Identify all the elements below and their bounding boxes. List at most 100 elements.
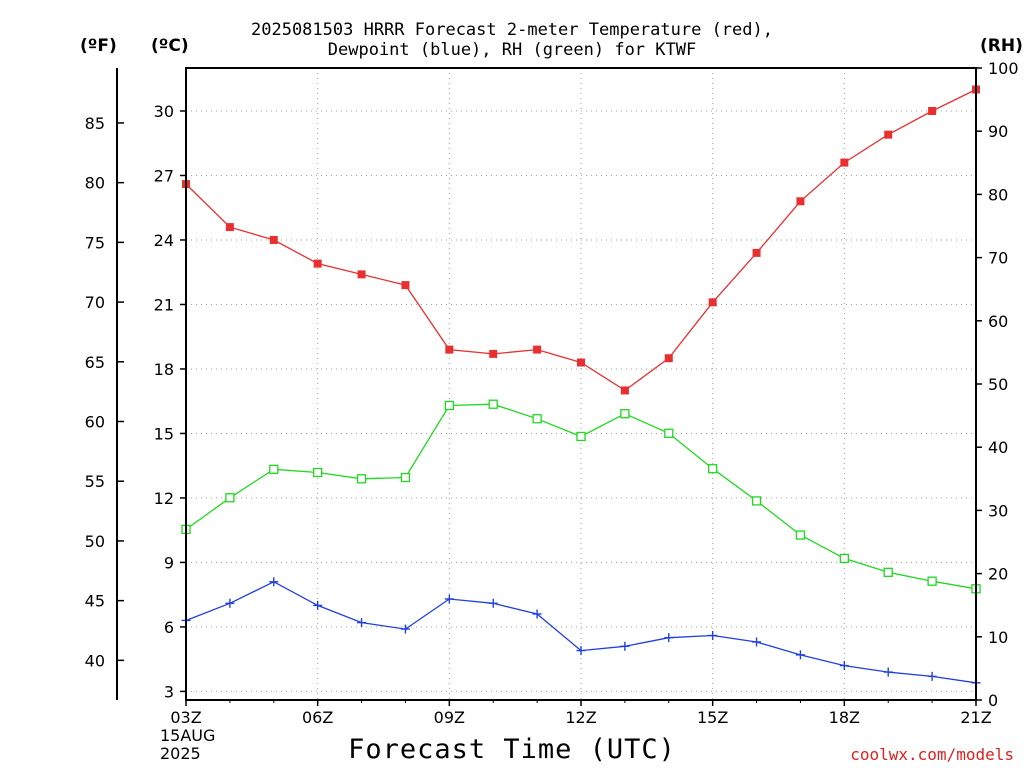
celsius-tick-label: 21 <box>154 295 174 314</box>
rh-point <box>839 553 849 564</box>
dewpoint-point <box>664 633 674 643</box>
rh-point <box>883 567 893 577</box>
dewpoint-point <box>883 667 893 677</box>
temperature-point <box>752 248 761 257</box>
rh-point <box>400 472 411 483</box>
temperature-point <box>928 106 937 115</box>
fahrenheit-tick-label: 60 <box>85 412 105 431</box>
temperature-point <box>796 197 805 206</box>
celsius-tick-label: 3 <box>164 682 174 701</box>
celsius-unit-label: (ºC) <box>151 36 189 56</box>
dewpoint-point <box>444 594 454 604</box>
dewpoint-point <box>313 600 323 610</box>
rh-tick-label: 60 <box>988 312 1008 331</box>
dewpoint-point <box>488 598 498 608</box>
rh-point <box>532 414 542 424</box>
dewpoint-point <box>269 577 279 587</box>
rh-tick-label: 80 <box>988 185 1008 204</box>
x-tick-label: 06Z <box>302 708 333 727</box>
dewpoint-point <box>752 637 762 647</box>
rh-point <box>751 496 762 506</box>
dewpoint-point <box>795 650 805 660</box>
fahrenheit-tick-label: 55 <box>85 472 105 491</box>
fahrenheit-tick-label: 45 <box>85 592 105 611</box>
x-tick-label: 18Z <box>829 708 860 727</box>
temperature-point <box>225 223 234 232</box>
dewpoint-point <box>225 598 235 608</box>
rh-point <box>664 428 674 438</box>
rh-point <box>795 530 806 540</box>
celsius-tick-label: 6 <box>164 618 174 637</box>
rh-tick-label: 50 <box>988 375 1008 394</box>
fahrenheit-tick-label: 70 <box>85 293 105 312</box>
temperature-point <box>884 130 893 139</box>
temperature-point <box>357 270 366 279</box>
temperature-point <box>533 345 542 354</box>
celsius-tick-label: 27 <box>154 166 174 185</box>
dewpoint-line <box>185 581 977 684</box>
celsius-tick-label: 12 <box>154 489 174 508</box>
rh-tick-label: 10 <box>988 628 1008 647</box>
celsius-tick-label: 30 <box>154 102 174 121</box>
rh-tick-label: 20 <box>988 565 1008 584</box>
rh-tick-label: 70 <box>988 249 1008 268</box>
temperature-point <box>620 386 629 395</box>
temperature-point <box>664 354 673 363</box>
chart-title-line-2: Dewpoint (blue), RH (green) for KTWF <box>327 40 697 60</box>
temperature-point <box>840 158 849 167</box>
fahrenheit-tick-label: 65 <box>85 353 105 372</box>
x-tick-label: 15Z <box>697 708 728 727</box>
grid-lines <box>185 68 977 700</box>
date-year-label: 2025 <box>160 744 201 763</box>
date-day-label: 15AUG <box>160 726 216 745</box>
temperature-point <box>577 358 585 367</box>
dewpoint-point <box>927 671 937 681</box>
fahrenheit-tick-label: 40 <box>85 651 105 670</box>
dewpoint-point <box>708 631 718 641</box>
rh-tick-label: 100 <box>988 59 1019 78</box>
rh-point <box>927 576 937 586</box>
celsius-tick-label: 24 <box>154 231 174 250</box>
chart-title-line-1: 2025081503 HRRR Forecast 2-meter Tempera… <box>251 20 773 40</box>
x-tick-label: 21Z <box>960 708 991 727</box>
dewpoint-point <box>839 661 849 671</box>
temperature-point <box>708 298 717 307</box>
dewpoint-point <box>576 646 586 656</box>
celsius-tick-label: 15 <box>154 424 174 443</box>
dewpoint-point <box>620 641 630 651</box>
fahrenheit-tick-label: 75 <box>85 233 105 252</box>
dewpoint-point <box>400 624 410 634</box>
rh-point <box>444 400 454 411</box>
temperature-point <box>313 259 322 268</box>
temperature-point <box>445 345 454 354</box>
fahrenheit-tick-label: 50 <box>85 532 105 551</box>
fahrenheit-tick-label: 80 <box>85 174 105 193</box>
x-axis-title: Forecast Time (UTC) <box>348 734 676 765</box>
rh-point <box>269 464 279 474</box>
fahrenheit-tick-label: 85 <box>85 114 105 133</box>
dewpoint-point <box>357 618 367 628</box>
temperature-point <box>269 235 278 244</box>
rh-point <box>620 409 630 419</box>
rh-point <box>708 464 718 474</box>
x-tick-label: 12Z <box>565 708 596 727</box>
rh-point <box>576 431 586 442</box>
credit-link[interactable]: coolwx.com/models <box>850 745 1014 764</box>
rh-point <box>356 474 367 484</box>
rh-tick-label: 30 <box>988 501 1008 520</box>
rh-point <box>225 493 235 503</box>
celsius-tick-label: 18 <box>154 360 174 379</box>
x-tick-label: 09Z <box>434 708 465 727</box>
axes-layer: 3 6 9 12 15 18 21 24 27 30 40 45 50 55 60 65 70 75 80 85 0 10… <box>85 59 1019 727</box>
fahrenheit-unit-label: (ºF) <box>80 36 117 56</box>
celsius-tick-label: 9 <box>164 553 174 572</box>
dewpoint-point <box>532 609 542 619</box>
rh-unit-label: (RH) <box>980 36 1023 56</box>
rh-point <box>488 399 498 409</box>
x-tick-label: 03Z <box>170 708 201 727</box>
rh-point <box>313 467 323 478</box>
rh-tick-label: 0 <box>988 691 998 710</box>
temperature-point <box>489 349 498 358</box>
temperature-point <box>401 281 410 290</box>
